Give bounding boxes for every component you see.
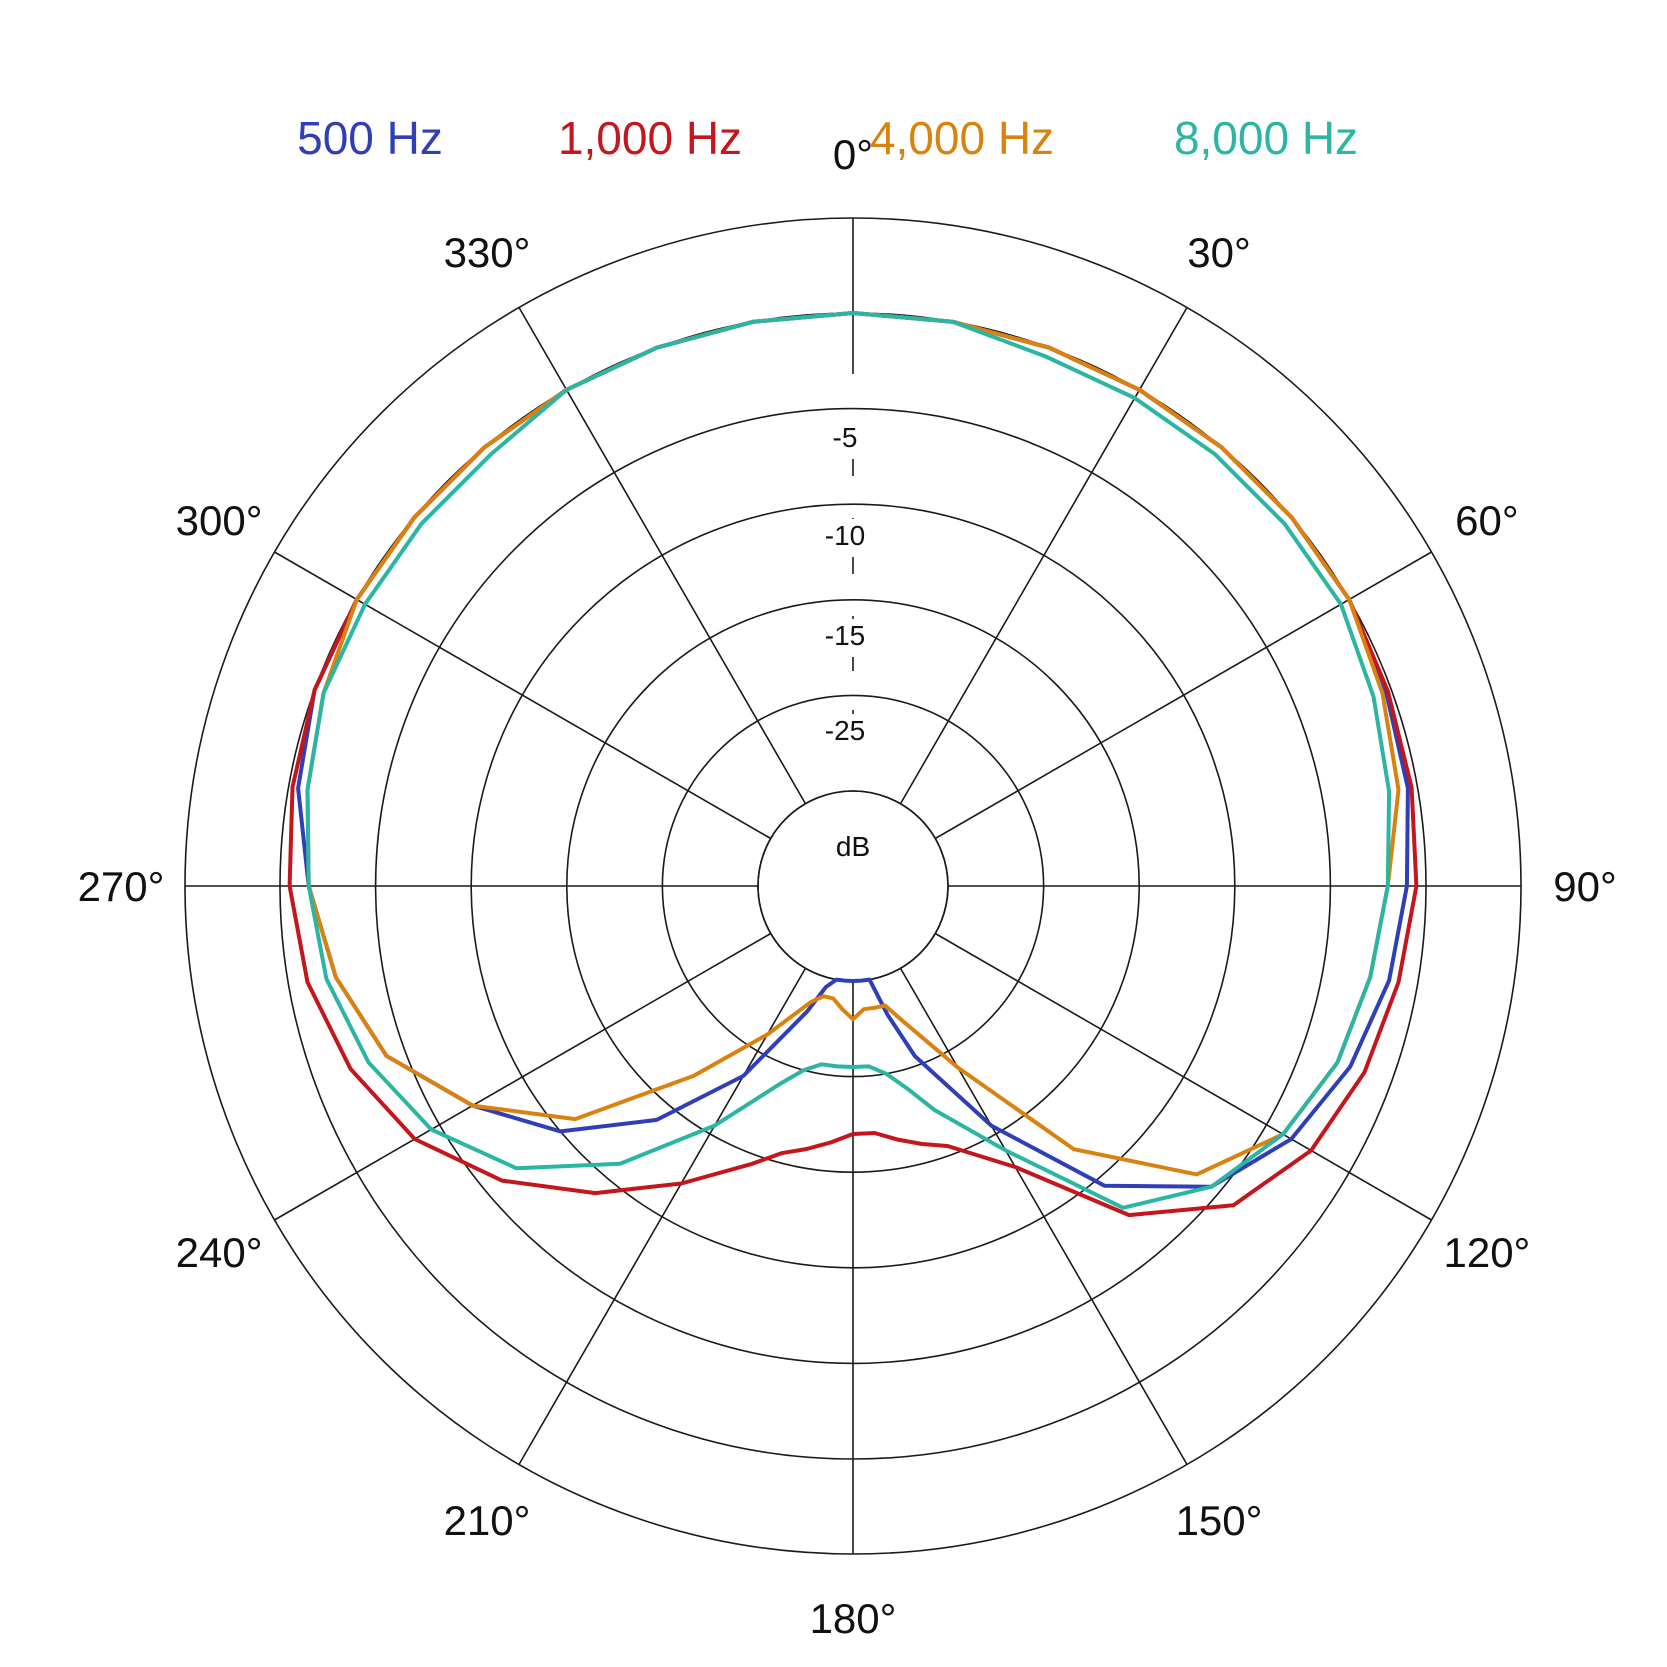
- series-line-2: [305, 311, 1401, 1177]
- axis-labels: -5 -10 -15 -25 dB 0° 30° 60° 90° 120° 150° 180° 210°…: [78, 131, 1617, 1642]
- ring-label-2: -15: [825, 620, 865, 651]
- grid-spoke-210: [518, 967, 807, 1465]
- polar-grid: [184, 217, 1522, 1555]
- series-line-1: [287, 311, 1419, 1218]
- angle-label-270: 270°: [78, 863, 165, 910]
- angle-label-240: 240°: [176, 1229, 263, 1276]
- ring-label-1: -10: [825, 520, 865, 551]
- angle-label-180: 180°: [810, 1595, 897, 1642]
- ring-label-bg-1: [813, 519, 893, 557]
- unit-label: dB: [836, 831, 870, 862]
- grid-spoke-60: [934, 551, 1432, 840]
- legend-entry-1000hz: 1,000 Hz: [558, 112, 742, 164]
- center-circle: [757, 790, 949, 982]
- angle-label-150: 150°: [1176, 1497, 1263, 1544]
- ring-label-bg-0: [813, 421, 893, 459]
- angle-label-30: 30°: [1187, 229, 1251, 276]
- legend-entry-500hz: 500 Hz: [297, 112, 443, 164]
- ring-label-0: -5: [833, 422, 858, 453]
- angle-label-60: 60°: [1455, 497, 1519, 544]
- legend: 500 Hz 1,000 Hz 4,000 Hz 8,000 Hz: [297, 112, 1358, 164]
- grid-spoke-330: [518, 307, 807, 805]
- legend-entry-8000hz: 8,000 Hz: [1174, 112, 1358, 164]
- angle-label-330: 330°: [444, 229, 531, 276]
- ring-label-bg-3: [813, 714, 893, 752]
- angle-label-90: 90°: [1553, 863, 1617, 910]
- angle-label-300: 300°: [176, 497, 263, 544]
- angle-label-120: 120°: [1443, 1229, 1530, 1276]
- ring-label-3: -25: [825, 715, 865, 746]
- angle-label-0: 0°: [833, 131, 873, 178]
- series-lines: [287, 311, 1419, 1218]
- grid-spoke-120: [934, 932, 1432, 1221]
- grid-spoke-240: [274, 932, 772, 1221]
- grid-ring-5: [757, 790, 949, 982]
- angle-label-210: 210°: [444, 1497, 531, 1544]
- ring-label-bg-2: [813, 619, 893, 657]
- grid-spoke-30: [899, 307, 1188, 805]
- series-line-3: [305, 311, 1392, 1210]
- grid-spoke-300: [274, 551, 772, 840]
- legend-entry-4000hz: 4,000 Hz: [870, 112, 1054, 164]
- grid-spoke-150: [899, 967, 1188, 1465]
